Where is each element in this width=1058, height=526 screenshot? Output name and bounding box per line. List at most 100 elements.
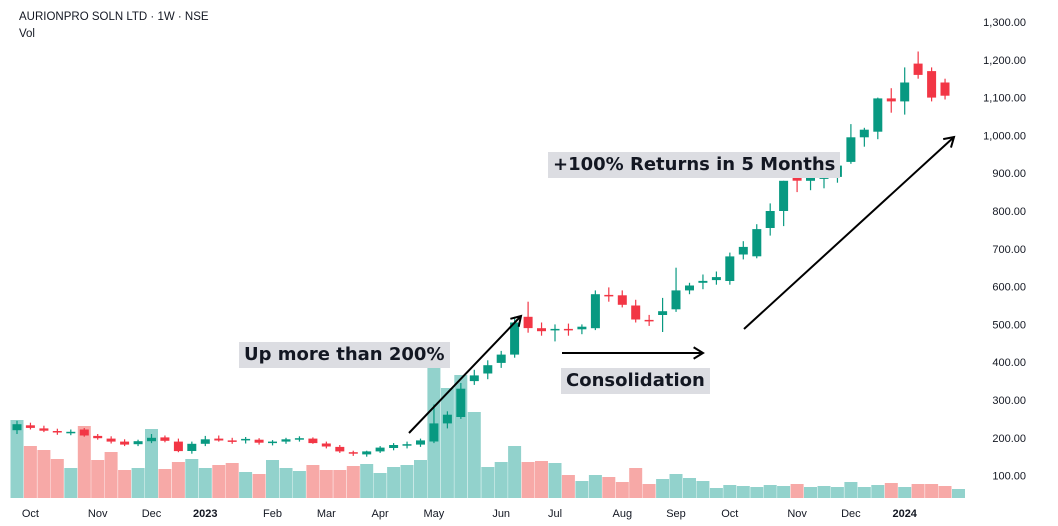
volume-bar <box>777 486 791 498</box>
volume-bar <box>723 485 737 498</box>
candle <box>442 411 452 429</box>
candle-body <box>483 365 493 374</box>
volume-bar <box>857 487 871 498</box>
candle <box>93 434 103 440</box>
candlesticks <box>12 51 950 457</box>
candle-body <box>106 438 116 442</box>
candle <box>39 425 49 433</box>
volume-bar <box>656 479 670 498</box>
candle <box>79 428 89 437</box>
volume-bar <box>198 468 212 498</box>
candle-body <box>940 82 950 96</box>
candle <box>940 78 950 100</box>
candle-body <box>39 428 49 431</box>
y-tick-label: 1,100.00 <box>983 93 1026 105</box>
annotation-arrows <box>408 135 956 434</box>
candle <box>537 322 546 336</box>
volume-bar <box>884 483 898 498</box>
candle-body <box>859 129 869 138</box>
candle-body <box>227 440 237 442</box>
candle <box>147 434 156 444</box>
candle <box>308 437 318 444</box>
candle-body <box>537 328 546 332</box>
candle-body <box>12 424 22 431</box>
volume-bar <box>629 468 643 498</box>
volume-legend-label: Vol <box>19 28 35 40</box>
candle-body <box>685 285 694 291</box>
candle <box>846 124 856 164</box>
volume-bar <box>561 475 575 498</box>
candle-body <box>187 443 197 451</box>
candle <box>711 271 721 285</box>
volume-bar <box>64 468 78 498</box>
volume-bar <box>145 429 158 498</box>
candle-body <box>241 438 251 441</box>
candle-body <box>66 431 76 434</box>
volume-bar <box>91 460 105 498</box>
candle <box>429 404 439 444</box>
candle <box>752 224 762 259</box>
candle-body <box>294 438 304 440</box>
candle-body <box>416 440 425 445</box>
volume-bar <box>602 477 616 498</box>
volume-bar <box>171 462 185 498</box>
volume-bar <box>871 485 885 498</box>
candle <box>617 290 627 308</box>
volume-bar <box>642 484 656 498</box>
candle <box>254 438 264 445</box>
candle <box>375 446 385 453</box>
consolidation-annotation: Consolidation <box>561 368 710 394</box>
candle-body <box>913 63 923 75</box>
y-tick-label: 600.00 <box>992 282 1026 294</box>
volume-bar <box>481 467 495 498</box>
volume-bar <box>212 465 226 498</box>
y-tick-label: 900.00 <box>992 168 1026 180</box>
x-tick-label: Oct <box>721 508 738 520</box>
candle <box>873 97 883 140</box>
candle-body <box>496 354 506 363</box>
candle <box>25 422 35 430</box>
symbol-title: AURIONPRO SOLN LTD · 1W · NSE <box>19 11 209 23</box>
x-tick-label: Dec <box>841 508 861 520</box>
candle <box>348 450 358 456</box>
candle-body <box>120 441 130 445</box>
x-tick-label: Nov <box>88 508 108 520</box>
candle <box>483 360 493 380</box>
candle <box>200 435 210 447</box>
candle-body <box>523 316 533 329</box>
arrow-breakout <box>408 314 523 434</box>
candle <box>66 429 76 436</box>
candle <box>160 435 170 443</box>
volume-bar <box>763 485 777 498</box>
candle-body <box>456 388 466 417</box>
volume-bar <box>750 487 764 498</box>
candle-body <box>375 447 385 452</box>
volume-bar <box>938 486 952 498</box>
candle <box>456 383 466 419</box>
candle-body <box>281 439 291 442</box>
volume-bar <box>736 486 750 498</box>
volume-bar <box>23 446 37 498</box>
volume-bar <box>104 452 118 498</box>
candle <box>496 350 506 368</box>
candle <box>173 438 183 453</box>
y-tick-label: 100.00 <box>992 471 1026 483</box>
volume-bar <box>844 482 858 498</box>
volume-bar <box>185 459 199 498</box>
candle <box>335 445 345 453</box>
candle-body <box>173 441 183 452</box>
y-tick-label: 700.00 <box>992 244 1026 256</box>
volume-bar <box>467 412 481 498</box>
y-tick-label: 400.00 <box>992 357 1026 369</box>
volume-bar <box>548 463 562 498</box>
volume-bar <box>266 460 279 498</box>
candle <box>52 428 62 435</box>
candle-body <box>671 290 681 310</box>
volume-bar <box>131 468 145 498</box>
candle-body <box>806 177 815 181</box>
candle <box>563 323 573 336</box>
x-tick-label: Jun <box>492 508 510 520</box>
candle-body <box>644 319 654 322</box>
candle-body <box>348 452 358 454</box>
